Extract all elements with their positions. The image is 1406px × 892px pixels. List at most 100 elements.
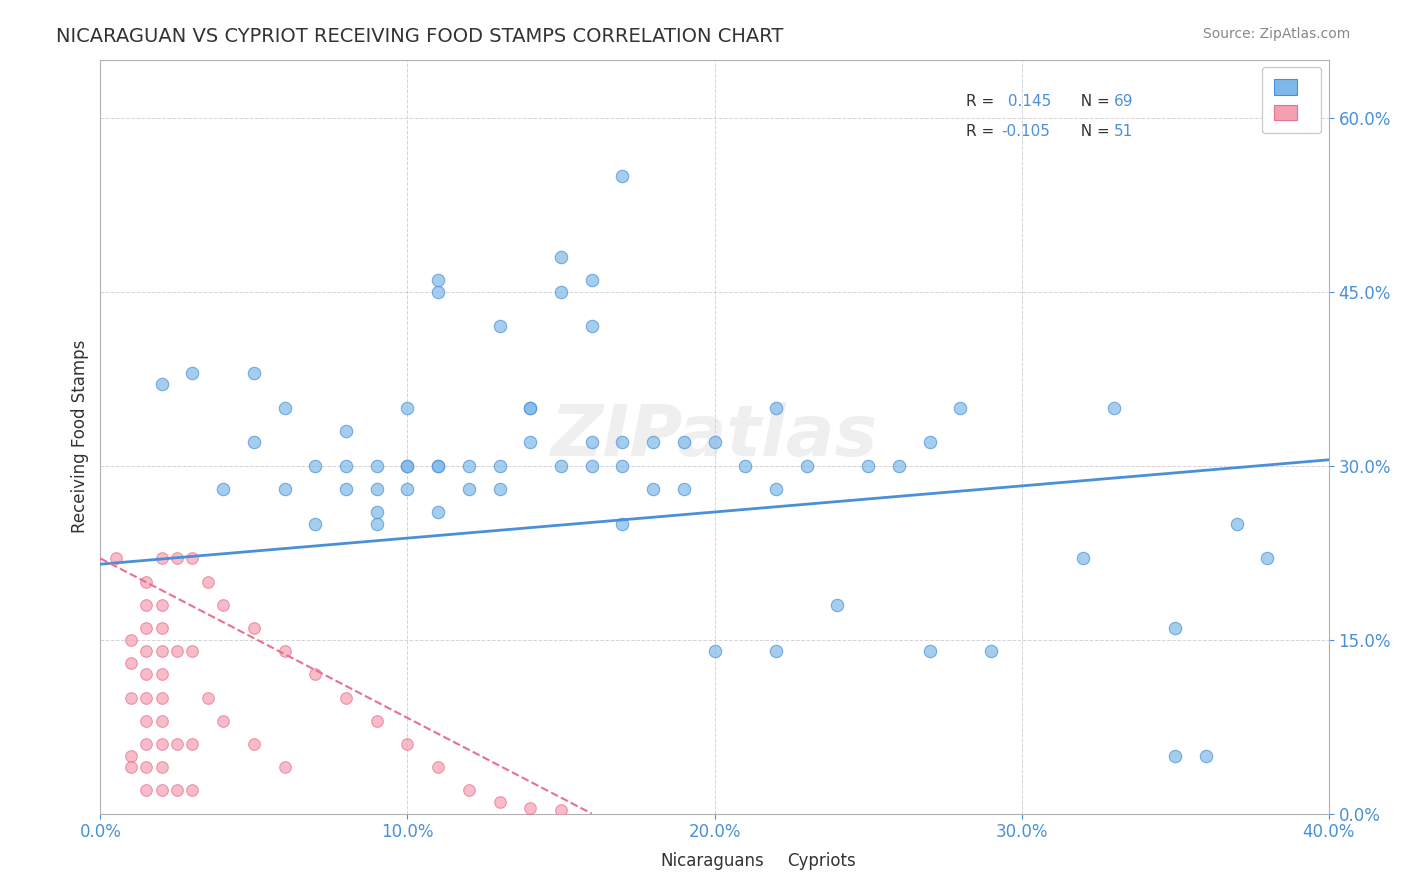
Point [581, 458, 603, 473]
Point [581, 319, 603, 334]
Point [488, 319, 510, 334]
Point [612, 435, 634, 450]
Point [212, 714, 235, 728]
Point [427, 760, 450, 774]
Point [150, 690, 173, 705]
Point [949, 401, 972, 415]
Point [612, 169, 634, 183]
Point [366, 714, 388, 728]
Point [612, 516, 634, 531]
Point [150, 621, 173, 635]
Point [120, 760, 142, 774]
Point [457, 482, 479, 496]
Text: NICARAGUAN VS CYPRIOT RECEIVING FOOD STAMPS CORRELATION CHART: NICARAGUAN VS CYPRIOT RECEIVING FOOD STA… [56, 27, 783, 45]
Point [304, 667, 326, 681]
Point [488, 482, 510, 496]
Point [304, 516, 326, 531]
Text: N =: N = [1071, 94, 1115, 109]
Point [197, 574, 219, 589]
Point [273, 760, 295, 774]
Point [243, 737, 266, 751]
Point [335, 690, 357, 705]
Point [643, 435, 665, 450]
Point [488, 458, 510, 473]
Point [181, 783, 204, 797]
Point [181, 737, 204, 751]
Point [150, 737, 173, 751]
Point [550, 285, 572, 299]
Point [765, 401, 787, 415]
Point [887, 458, 910, 473]
Point [135, 574, 157, 589]
Point [550, 803, 572, 817]
Point [166, 783, 188, 797]
Point [135, 621, 157, 635]
Text: 69: 69 [1114, 94, 1133, 109]
Point [396, 737, 419, 751]
Point [273, 401, 295, 415]
Point [135, 598, 157, 612]
Point [519, 401, 541, 415]
Point [304, 458, 326, 473]
Point [366, 505, 388, 519]
Point [672, 435, 695, 450]
Point [488, 795, 510, 809]
Y-axis label: Receiving Food Stamps: Receiving Food Stamps [72, 340, 89, 533]
Point [519, 801, 541, 815]
Point [765, 482, 787, 496]
Point [612, 458, 634, 473]
Point [796, 458, 818, 473]
Point [212, 482, 235, 496]
Point [366, 516, 388, 531]
Text: Nicaraguans: Nicaraguans [661, 852, 765, 870]
Point [243, 621, 266, 635]
Point [672, 482, 695, 496]
Point [212, 598, 235, 612]
Point [197, 690, 219, 705]
Point [150, 598, 173, 612]
Point [366, 482, 388, 496]
Point [120, 748, 142, 763]
Point [427, 285, 450, 299]
Point [135, 760, 157, 774]
Text: R =: R = [966, 94, 1000, 109]
Point [427, 458, 450, 473]
Point [396, 482, 419, 496]
Point [550, 250, 572, 264]
Point [1102, 401, 1125, 415]
Point [703, 644, 725, 658]
Point [643, 482, 665, 496]
Point [1226, 516, 1249, 531]
Point [396, 458, 419, 473]
Point [765, 644, 787, 658]
Point [166, 644, 188, 658]
Point [980, 644, 1002, 658]
Point [166, 737, 188, 751]
Point [1071, 551, 1094, 566]
Point [135, 783, 157, 797]
Point [335, 424, 357, 438]
Text: Cypriots: Cypriots [787, 852, 856, 870]
Point [150, 644, 173, 658]
Point [827, 598, 849, 612]
Point [519, 401, 541, 415]
Point [150, 377, 173, 392]
Point [734, 458, 756, 473]
Point [396, 401, 419, 415]
Point [581, 273, 603, 287]
Point [918, 435, 941, 450]
Point [427, 505, 450, 519]
Point [396, 458, 419, 473]
Point [366, 458, 388, 473]
Point [135, 667, 157, 681]
Point [457, 783, 479, 797]
Text: Source: ZipAtlas.com: Source: ZipAtlas.com [1202, 27, 1350, 41]
Point [581, 435, 603, 450]
Point [243, 435, 266, 450]
Text: N =: N = [1071, 124, 1115, 138]
Point [135, 737, 157, 751]
Point [150, 760, 173, 774]
Text: 51: 51 [1114, 124, 1133, 138]
Point [1256, 551, 1278, 566]
Point [856, 458, 879, 473]
